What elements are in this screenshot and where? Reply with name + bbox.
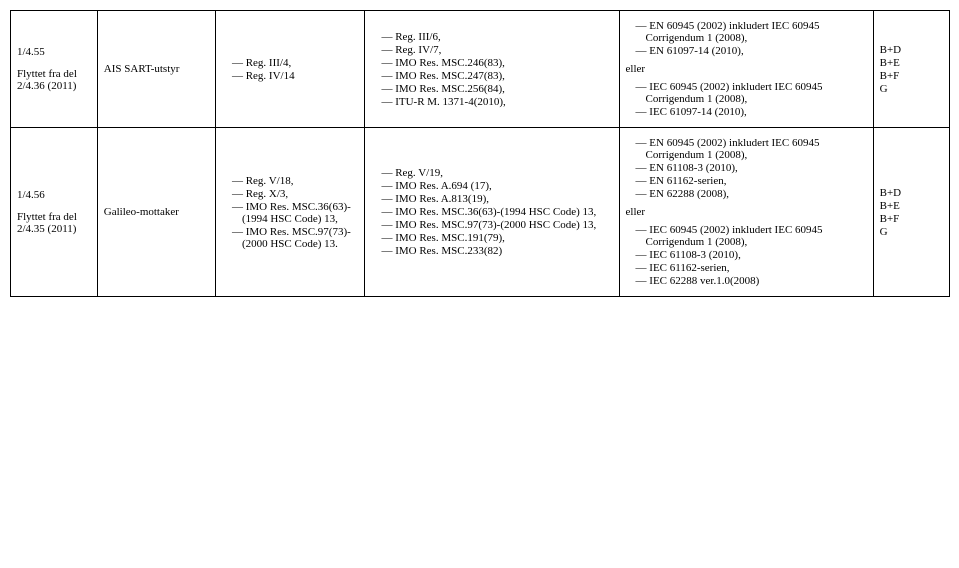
list-item: EN 61097-14 (2010), — [636, 45, 867, 57]
cell-regs-a: Reg. V/18, Reg. X/3, IMO Res. MSC.36(63)… — [215, 128, 365, 297]
list-item: Reg. IV/14 — [232, 70, 359, 82]
module-code: B+D — [880, 44, 943, 56]
module-code: G — [880, 226, 943, 238]
cell-standards: EN 60945 (2002) inkludert IEC 60945 Corr… — [619, 11, 873, 128]
list-item: IMO Res. MSC.246(83), — [381, 57, 612, 69]
list-item: EN 61162-serien, — [636, 175, 867, 187]
row-id: 1/4.55 — [17, 46, 45, 58]
module-code: G — [880, 83, 943, 95]
list-item: IMO Res. MSC.36(63)-(1994 HSC Code) 13, — [381, 206, 612, 218]
list-item: IEC 61097-14 (2010), — [636, 106, 867, 118]
row-id: 1/4.56 — [17, 189, 45, 201]
list-item: IMO Res. MSC.36(63)-(1994 HSC Code) 13, — [232, 201, 359, 225]
cell-standards: EN 60945 (2002) inkludert IEC 60945 Corr… — [619, 128, 873, 297]
list-item: IMO Res. MSC.233(82) — [381, 245, 612, 257]
row-moved-from: Flyttet fra del 2/4.35 (2011) — [17, 211, 77, 235]
module-code: B+F — [880, 70, 943, 82]
list-item: EN 61108-3 (2010), — [636, 162, 867, 174]
list-item: IEC 61108-3 (2010), — [636, 249, 867, 261]
cell-modules: B+D B+E B+F G — [873, 11, 949, 128]
or-label: eller — [626, 206, 646, 218]
cell-modules: B+D B+E B+F G — [873, 128, 949, 297]
list-item: Reg. III/4, — [232, 57, 359, 69]
cell-regs-b: Reg. V/19, IMO Res. A.694 (17), IMO Res.… — [365, 128, 619, 297]
list-item: IEC 62288 ver.1.0(2008) — [636, 275, 867, 287]
list-item: Reg. III/6, — [381, 31, 612, 43]
module-code: B+F — [880, 213, 943, 225]
module-code: B+E — [880, 200, 943, 212]
cell-id: 1/4.55 Flyttet fra del 2/4.36 (2011) — [11, 11, 98, 128]
equipment-name: Galileo-mottaker — [104, 206, 179, 218]
standards-table: 1/4.55 Flyttet fra del 2/4.36 (2011) AIS… — [10, 10, 950, 297]
list-item: IMO Res. MSC.256(84), — [381, 83, 612, 95]
list-item: EN 60945 (2002) inkludert IEC 60945 Corr… — [636, 20, 867, 44]
list-item: IMO Res. A.813(19), — [381, 193, 612, 205]
list-item: Reg. V/19, — [381, 167, 612, 179]
cell-regs-b: Reg. III/6, Reg. IV/7, IMO Res. MSC.246(… — [365, 11, 619, 128]
cell-regs-a: Reg. III/4, Reg. IV/14 — [215, 11, 365, 128]
list-item: Reg. IV/7, — [381, 44, 612, 56]
cell-equipment: AIS SART-utstyr — [97, 11, 215, 128]
table-row: 1/4.55 Flyttet fra del 2/4.36 (2011) AIS… — [11, 11, 950, 128]
list-item: Reg. X/3, — [232, 188, 359, 200]
list-item: IEC 60945 (2002) inkludert IEC 60945 Cor… — [636, 224, 867, 248]
equipment-name: AIS SART-utstyr — [104, 63, 180, 75]
module-code: B+D — [880, 187, 943, 199]
row-moved-from: Flyttet fra del 2/4.36 (2011) — [17, 68, 77, 92]
list-item: IMO Res. MSC.97(73)-(2000 HSC Code) 13. — [232, 226, 359, 250]
list-item: IMO Res. A.694 (17), — [381, 180, 612, 192]
list-item: IEC 60945 (2002) inkludert IEC 60945 Cor… — [636, 81, 867, 105]
list-item: EN 62288 (2008), — [636, 188, 867, 200]
table-row: 1/4.56 Flyttet fra del 2/4.35 (2011) Gal… — [11, 128, 950, 297]
list-item: IMO Res. MSC.97(73)-(2000 HSC Code) 13, — [381, 219, 612, 231]
list-item: IMO Res. MSC.247(83), — [381, 70, 612, 82]
cell-equipment: Galileo-mottaker — [97, 128, 215, 297]
module-code: B+E — [880, 57, 943, 69]
cell-id: 1/4.56 Flyttet fra del 2/4.35 (2011) — [11, 128, 98, 297]
list-item: IMO Res. MSC.191(79), — [381, 232, 612, 244]
list-item: Reg. V/18, — [232, 175, 359, 187]
list-item: IEC 61162-serien, — [636, 262, 867, 274]
list-item: EN 60945 (2002) inkludert IEC 60945 Corr… — [636, 137, 867, 161]
list-item: ITU-R M. 1371-4(2010), — [381, 96, 612, 108]
or-label: eller — [626, 63, 646, 75]
